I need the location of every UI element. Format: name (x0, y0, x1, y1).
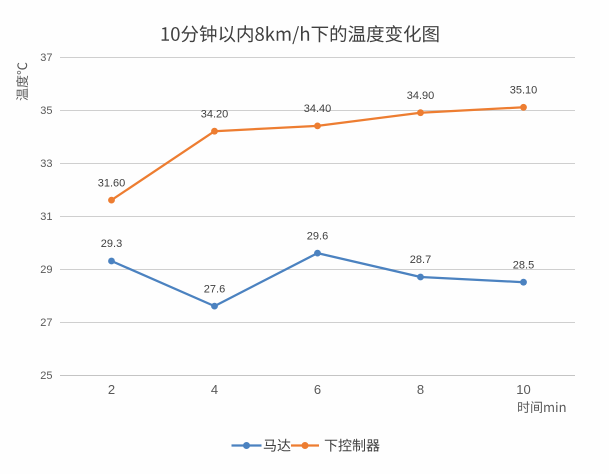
svg-text:29.3: 29.3 (101, 238, 122, 250)
svg-text:10: 10 (516, 382, 530, 397)
svg-text:33: 33 (40, 158, 52, 170)
svg-text:27.6: 27.6 (204, 283, 225, 295)
svg-text:34.20: 34.20 (201, 108, 229, 120)
svg-text:34.90: 34.90 (407, 90, 435, 102)
svg-text:29.6: 29.6 (307, 230, 328, 242)
svg-text:2: 2 (108, 382, 115, 397)
svg-text:6: 6 (314, 382, 321, 397)
svg-text:8: 8 (417, 382, 424, 397)
svg-text:35.10: 35.10 (510, 85, 538, 97)
svg-text:28.5: 28.5 (513, 259, 534, 271)
svg-text:4: 4 (211, 382, 218, 397)
svg-text:27: 27 (40, 317, 52, 329)
svg-text:31.60: 31.60 (98, 177, 126, 189)
svg-text:28.7: 28.7 (410, 254, 431, 266)
svg-text:25: 25 (40, 370, 52, 382)
svg-text:29: 29 (40, 264, 52, 276)
svg-text:37: 37 (40, 52, 52, 64)
svg-text:35: 35 (40, 105, 52, 117)
svg-text:31: 31 (40, 211, 52, 223)
svg-text:34.40: 34.40 (304, 103, 332, 115)
